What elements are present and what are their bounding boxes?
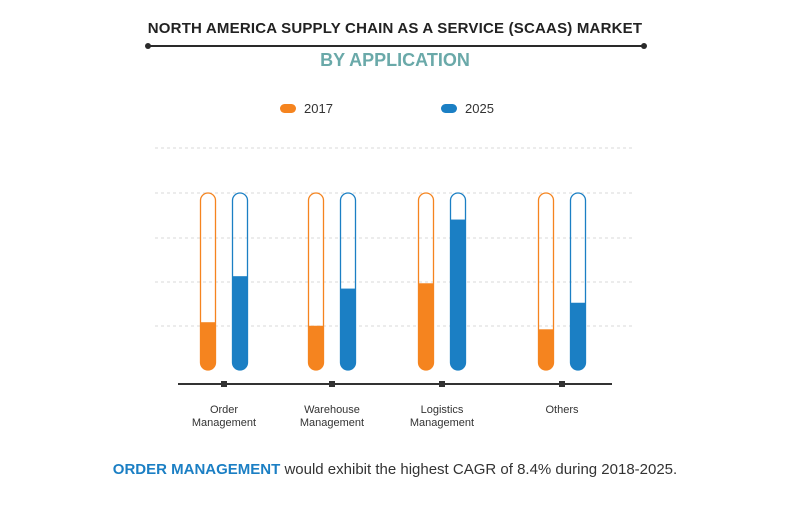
title-underline	[145, 43, 647, 49]
chart-subtitle: BY APPLICATION	[320, 50, 470, 70]
bar-2017	[418, 283, 434, 370]
x-tick	[439, 381, 445, 387]
x-tick-label: Warehouse	[304, 404, 360, 416]
footer-note: ORDER MANAGEMENT would exhibit the highe…	[0, 461, 790, 478]
bar-2025	[232, 276, 248, 370]
legend-label-2025: 2025	[465, 101, 494, 116]
bar-outline-2025	[449, 192, 467, 371]
bar-2025	[450, 219, 466, 370]
bar-outline-2017	[199, 192, 217, 371]
x-tick-label: Management	[192, 417, 256, 429]
bar-2017	[200, 322, 216, 370]
bar-2025	[570, 302, 586, 370]
bar-2017	[538, 329, 554, 370]
bar-outline-2025	[231, 192, 249, 371]
x-tick-label: Others	[545, 404, 579, 416]
x-tick-label: Management	[410, 417, 474, 429]
rule-dot-right	[641, 43, 647, 49]
footer-text: would exhibit the highest CAGR of 8.4% d…	[280, 461, 678, 478]
bar-2017	[308, 325, 324, 370]
bar-outline-2017	[537, 192, 555, 371]
x-tick	[559, 381, 565, 387]
x-tick-label: Logistics	[421, 404, 464, 416]
x-tick-label: Order	[210, 404, 238, 416]
bar-outline-2025	[569, 192, 587, 371]
rule-dot-left	[145, 43, 151, 49]
x-tick	[329, 381, 335, 387]
bar-2025	[340, 288, 356, 370]
bar-outline-2025	[339, 192, 357, 371]
x-tick-label: Management	[300, 417, 364, 429]
x-tick	[221, 381, 227, 387]
legend-label-2017: 2017	[304, 101, 333, 116]
bar-outline-2017	[307, 192, 325, 371]
footer-highlight: ORDER MANAGEMENT	[112, 461, 281, 478]
bar-chart: 2017 2025OrderManagementWarehouseManageme…	[155, 101, 635, 429]
bar-outline-2017	[417, 192, 435, 371]
legend-swatch-2017	[280, 104, 296, 113]
chart-title: NORTH AMERICA SUPPLY CHAIN AS A SERVICE …	[147, 20, 643, 37]
legend-swatch-2025	[441, 104, 457, 113]
